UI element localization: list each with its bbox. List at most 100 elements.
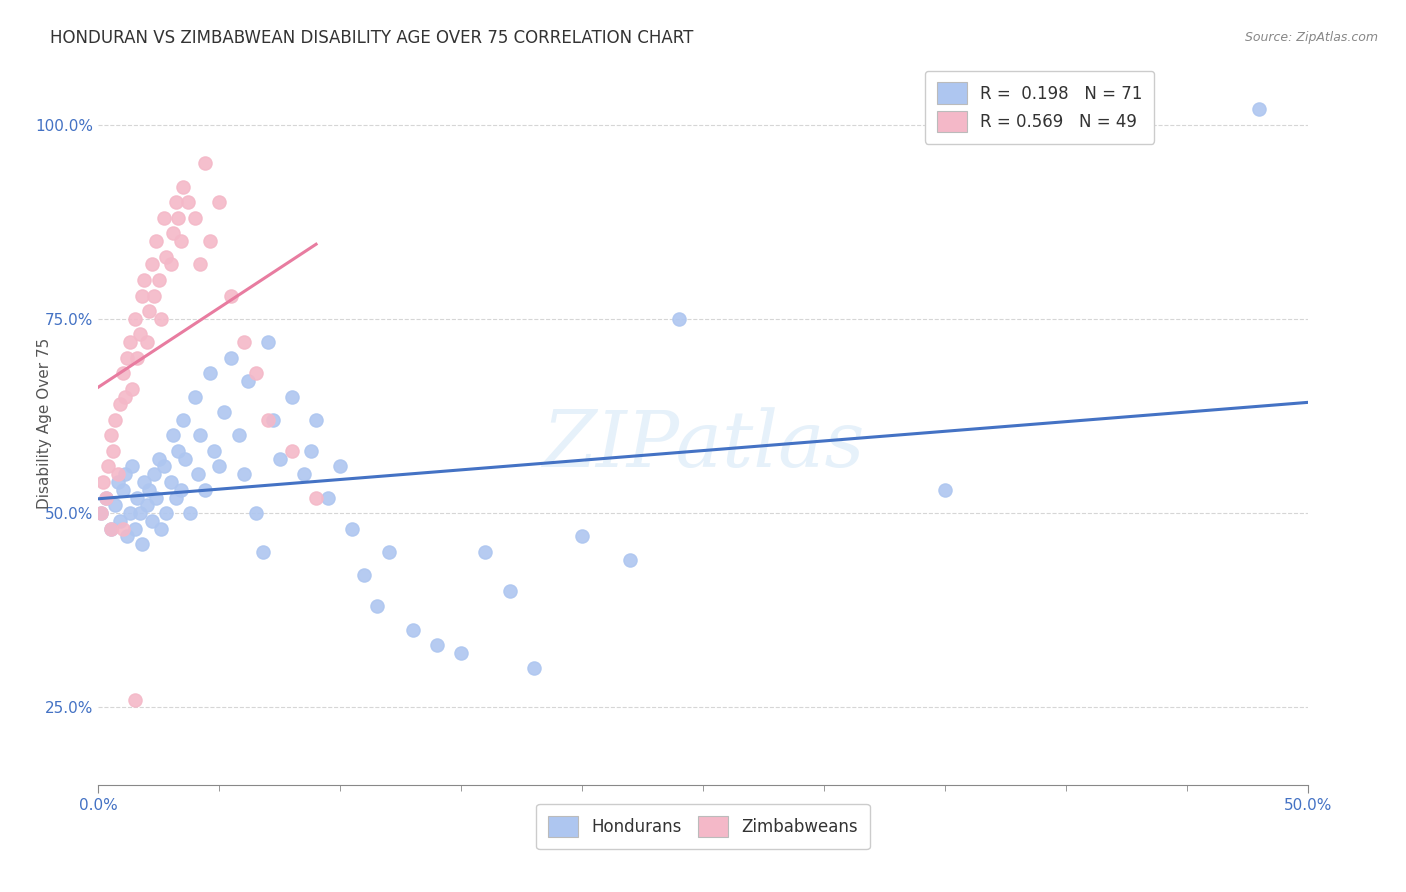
Point xyxy=(571,529,593,543)
Point xyxy=(194,156,217,170)
Point xyxy=(162,428,184,442)
Point xyxy=(238,374,260,388)
Point xyxy=(353,568,375,582)
Point xyxy=(124,311,146,326)
Point xyxy=(167,443,190,458)
Point xyxy=(450,646,472,660)
Point xyxy=(292,467,315,482)
Point xyxy=(134,273,156,287)
Point xyxy=(104,413,127,427)
Point xyxy=(167,211,190,225)
Point xyxy=(141,514,163,528)
Point xyxy=(152,459,174,474)
Point xyxy=(299,443,322,458)
Point xyxy=(124,522,146,536)
Point xyxy=(145,234,167,248)
Point xyxy=(174,451,197,466)
Point xyxy=(117,529,139,543)
Point xyxy=(124,692,146,706)
Point xyxy=(90,506,112,520)
Text: Source: ZipAtlas.com: Source: ZipAtlas.com xyxy=(1244,31,1378,45)
Point xyxy=(150,311,173,326)
Point xyxy=(232,335,254,350)
Point xyxy=(188,257,211,271)
Point xyxy=(256,413,278,427)
Point xyxy=(619,552,641,566)
Point xyxy=(194,483,217,497)
Point xyxy=(252,545,274,559)
Point xyxy=(212,405,235,419)
Point xyxy=(150,522,173,536)
Point xyxy=(131,537,153,551)
Point xyxy=(108,514,131,528)
Point xyxy=(221,351,243,365)
Point xyxy=(104,498,127,512)
Point xyxy=(135,335,157,350)
Point xyxy=(305,491,328,505)
Point xyxy=(187,467,209,482)
Point xyxy=(523,661,546,675)
Point xyxy=(198,234,221,248)
Point xyxy=(101,443,124,458)
Point xyxy=(342,522,364,536)
Point xyxy=(198,366,221,380)
Point xyxy=(245,506,267,520)
Point xyxy=(221,288,243,302)
Point xyxy=(160,475,183,489)
Point xyxy=(329,459,352,474)
Point xyxy=(94,491,117,505)
Point xyxy=(111,366,134,380)
Point xyxy=(188,428,211,442)
Point xyxy=(155,506,177,520)
Point xyxy=(107,467,129,482)
Point xyxy=(165,195,187,210)
Point xyxy=(262,413,284,427)
Point xyxy=(114,467,136,482)
Point xyxy=(148,273,170,287)
Point xyxy=(121,382,143,396)
Point xyxy=(172,413,194,427)
Point xyxy=(134,475,156,489)
Point xyxy=(316,491,339,505)
Text: HONDURAN VS ZIMBABWEAN DISABILITY AGE OVER 75 CORRELATION CHART: HONDURAN VS ZIMBABWEAN DISABILITY AGE OV… xyxy=(51,29,693,47)
Point xyxy=(177,195,200,210)
Point xyxy=(426,638,449,652)
Point xyxy=(668,311,690,326)
Point xyxy=(162,227,184,241)
Point xyxy=(145,491,167,505)
Text: ZIPatlas: ZIPatlas xyxy=(541,408,865,483)
Point xyxy=(117,351,139,365)
Point xyxy=(281,443,304,458)
Point xyxy=(204,443,226,458)
Point xyxy=(128,327,150,342)
Point xyxy=(305,413,328,427)
Point xyxy=(245,366,267,380)
Point xyxy=(118,335,141,350)
Point xyxy=(1249,102,1271,116)
Point xyxy=(141,257,163,271)
Point xyxy=(402,623,425,637)
Point xyxy=(269,451,291,466)
Point xyxy=(934,483,956,497)
Point xyxy=(107,475,129,489)
Point xyxy=(208,195,231,210)
Point xyxy=(143,288,166,302)
Point xyxy=(131,288,153,302)
Point xyxy=(377,545,399,559)
Point xyxy=(143,467,166,482)
Point xyxy=(148,451,170,466)
Text: Disability Age Over 75: Disability Age Over 75 xyxy=(37,338,52,509)
Point xyxy=(165,491,187,505)
Point xyxy=(184,390,207,404)
Point xyxy=(498,583,520,598)
Point xyxy=(160,257,183,271)
Point xyxy=(114,390,136,404)
Point xyxy=(179,506,201,520)
Point xyxy=(281,390,304,404)
Point xyxy=(128,506,150,520)
Point xyxy=(127,491,149,505)
Point xyxy=(152,211,174,225)
Point xyxy=(100,522,122,536)
Point xyxy=(100,522,122,536)
Point xyxy=(184,211,207,225)
